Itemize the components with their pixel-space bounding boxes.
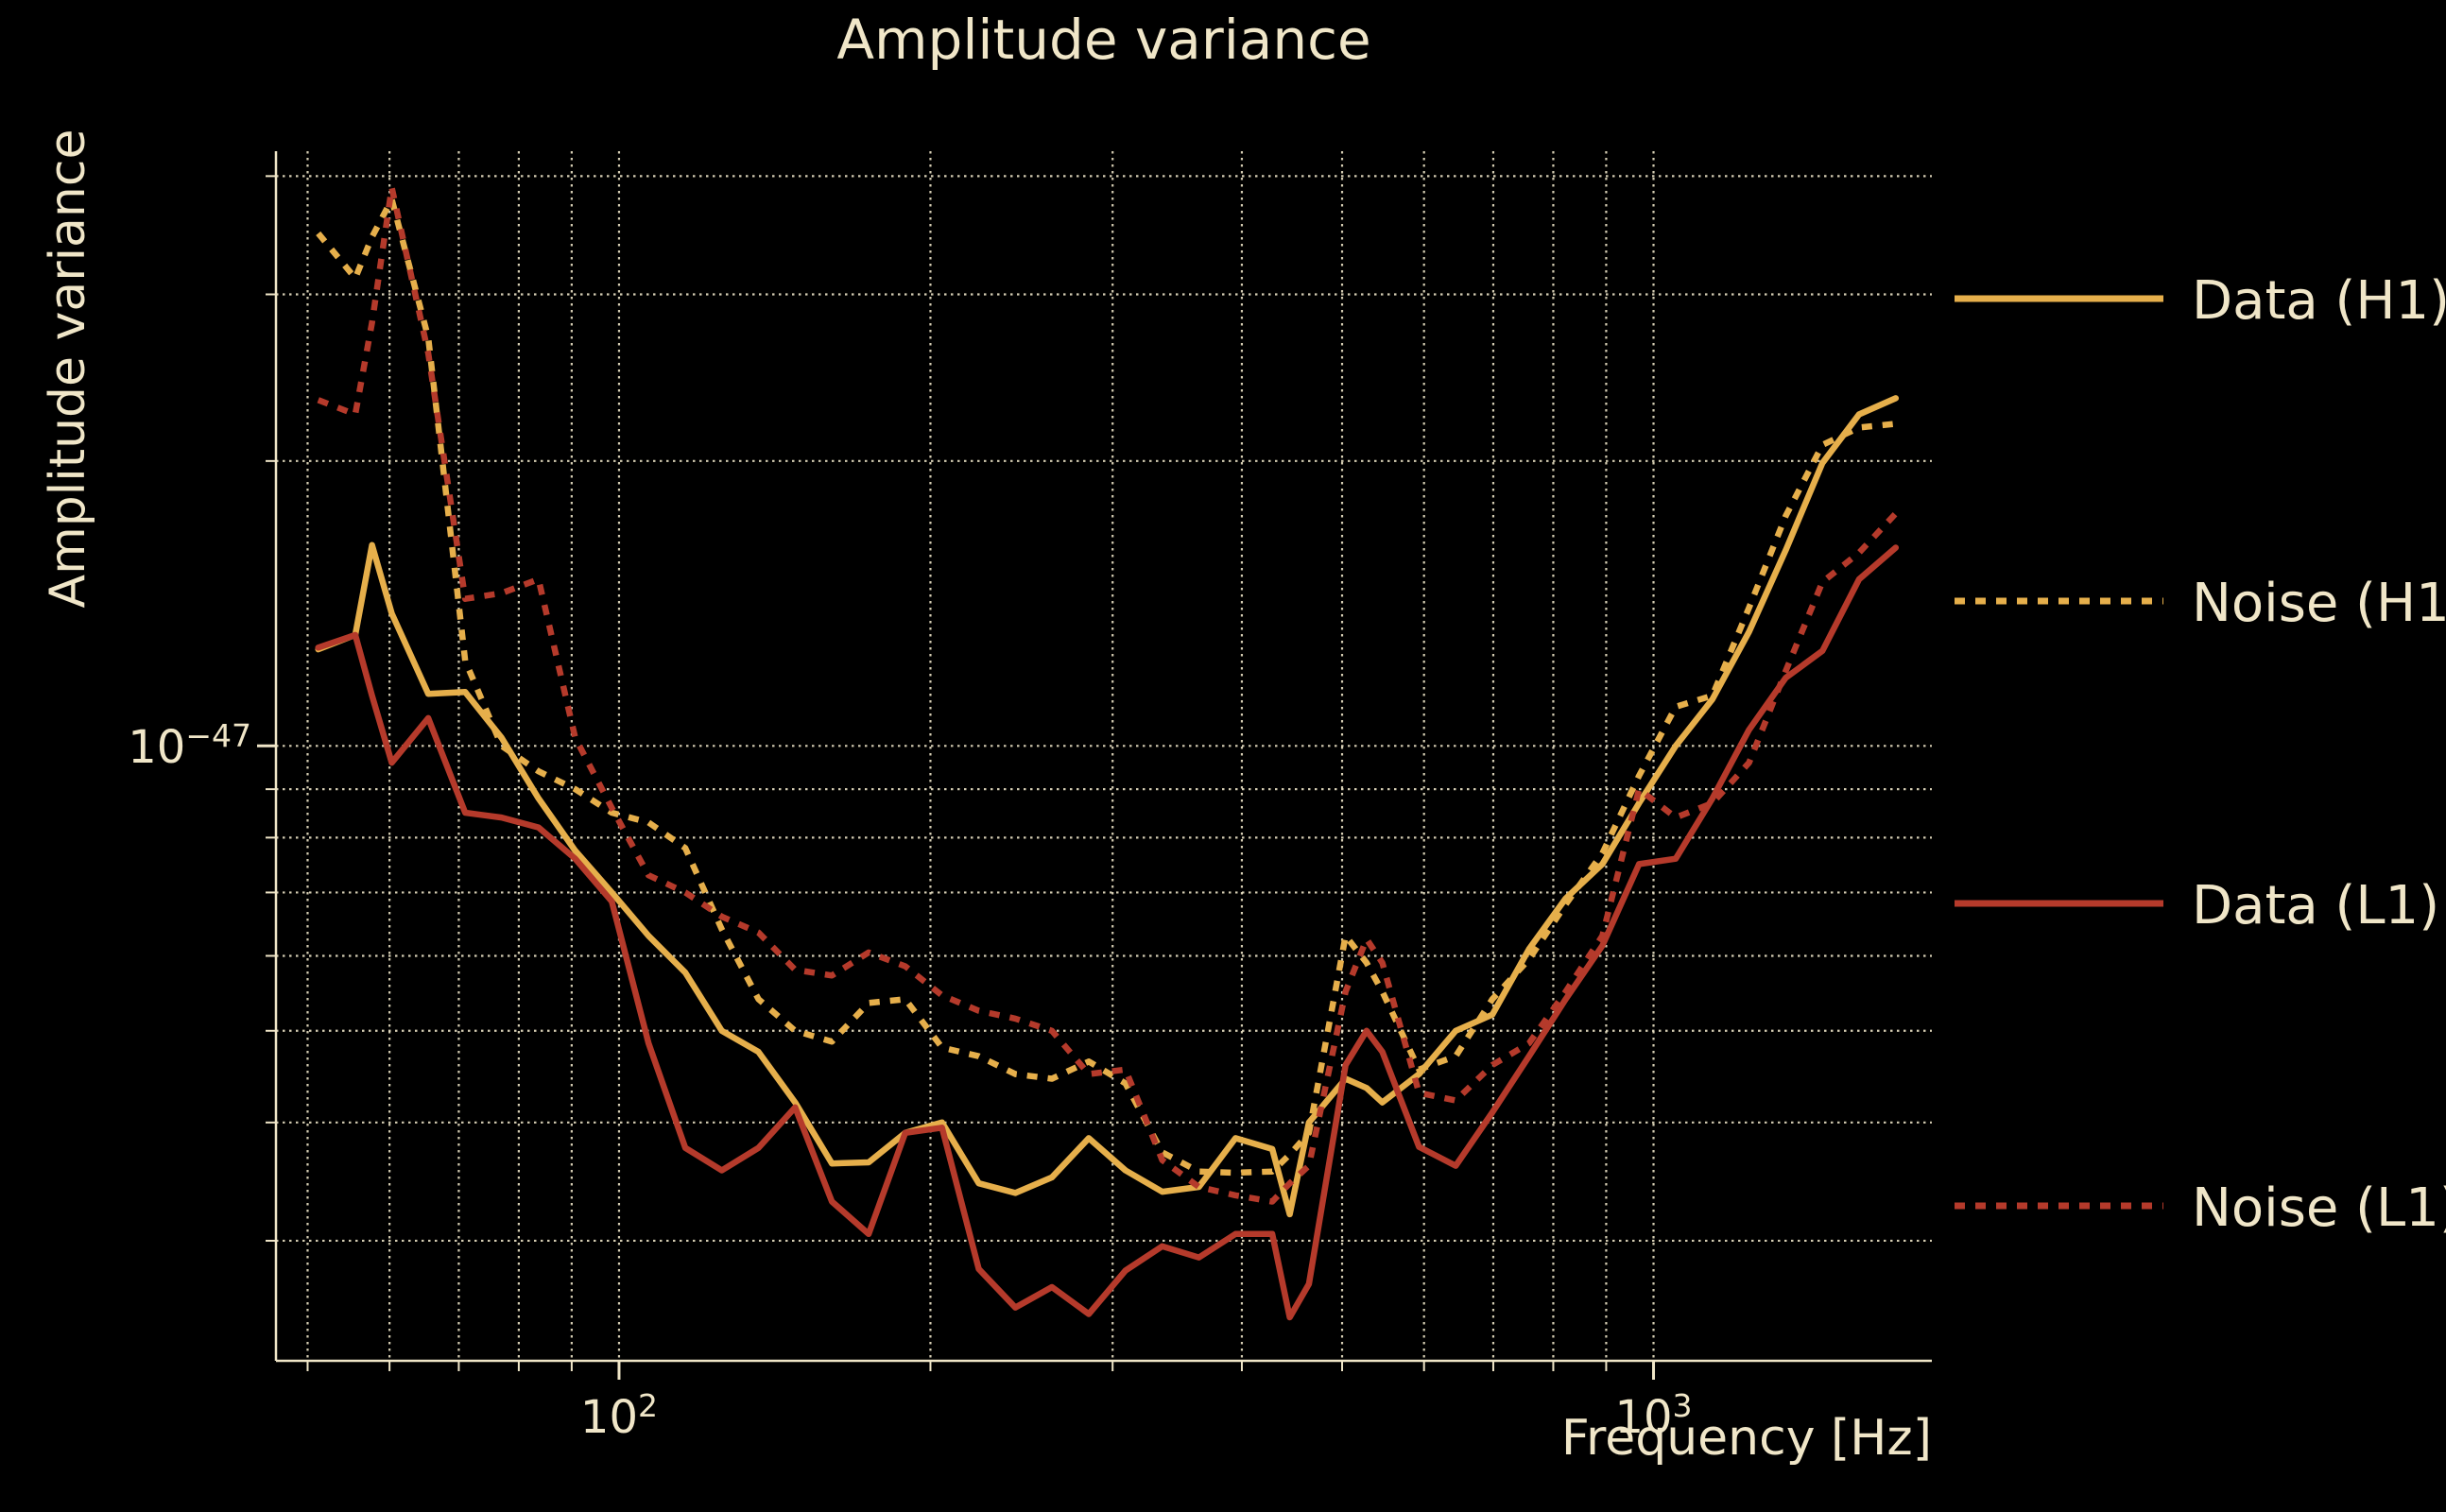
- y-tick-label: 10−47: [128, 717, 251, 775]
- chart-title: Amplitude variance: [836, 8, 1371, 72]
- legend-label: Data (H1): [2192, 269, 2446, 332]
- x-axis-label: Frequency [Hz]: [1560, 1410, 1932, 1467]
- legend-item-data-l1: Data (L1): [1953, 868, 2439, 943]
- legend-item-noise-l1: Noise (L1): [1953, 1170, 2446, 1246]
- x-tick-label: 103: [1614, 1387, 1693, 1444]
- series-line-noise-h1: [316, 196, 1897, 1177]
- legend-item-noise-h1: Noise (H1): [1953, 565, 2446, 641]
- legend-swatch-noise-h1: [1953, 593, 2165, 612]
- x-tick-label: 102: [579, 1387, 658, 1444]
- legend-swatch-noise-l1: [1953, 1198, 2165, 1217]
- legend-label: Noise (L1): [2192, 1177, 2446, 1239]
- series-line-noise-l1: [317, 184, 1899, 1205]
- legend: Data (H1) Noise (H1) Data (L1) Noise (L1…: [1953, 0, 2446, 1512]
- series-line-data-l1: [315, 544, 1900, 1321]
- legend-label: Data (L1): [2192, 874, 2440, 936]
- y-axis-label: Amplitude variance: [40, 129, 96, 609]
- legend-swatch-data-l1: [1953, 896, 2165, 915]
- legend-label: Noise (H1): [2192, 572, 2446, 634]
- series-line-data-h1: [315, 395, 1900, 1218]
- legend-swatch-data-h1: [1953, 291, 2165, 310]
- legend-item-data-h1: Data (H1): [1953, 263, 2446, 338]
